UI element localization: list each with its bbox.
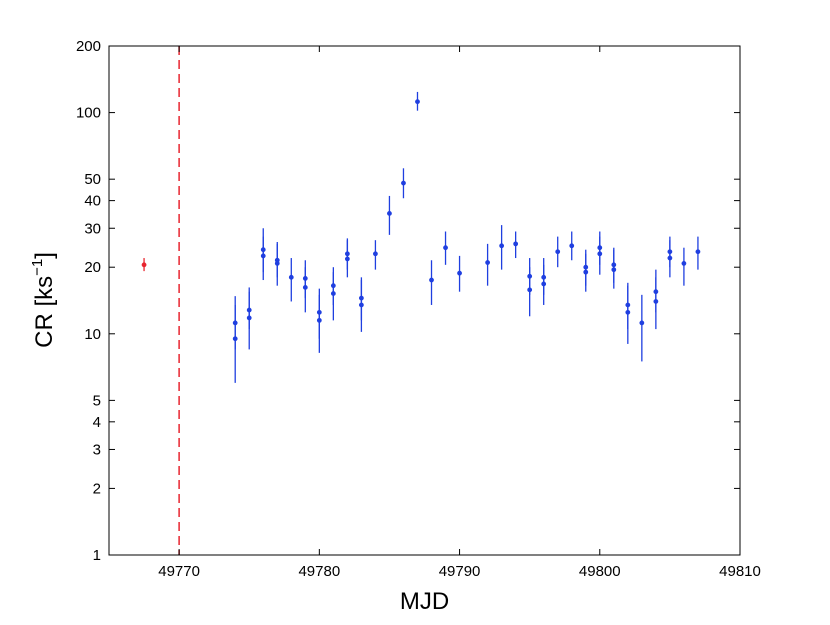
data-point xyxy=(583,264,589,270)
x-tick-label: 49770 xyxy=(158,563,200,580)
y-axis-label-exponent: −1 xyxy=(29,259,46,276)
data-point xyxy=(485,260,490,265)
data-point xyxy=(443,245,448,251)
data-point xyxy=(513,241,519,247)
data-point xyxy=(541,274,547,280)
data-point xyxy=(653,289,659,295)
data-point xyxy=(415,99,420,105)
data-point xyxy=(527,273,533,279)
data-point xyxy=(569,243,575,249)
data-point xyxy=(401,180,406,186)
data-point xyxy=(373,251,378,257)
data-point xyxy=(625,302,631,308)
x-tick-label: 49780 xyxy=(298,563,340,580)
plot-frame xyxy=(108,45,741,556)
axis-ticks: 49770 49780 49790 49800 49810 1 2 3 4 5 10 20 30 40 50… xyxy=(76,38,761,580)
data-point xyxy=(288,274,294,280)
y-tick-label: 20 xyxy=(84,259,101,276)
y-tick-label: 5 xyxy=(93,392,101,409)
y-tick-label: 3 xyxy=(93,441,101,458)
data-point xyxy=(302,276,308,281)
y-tick-label: 10 xyxy=(84,326,101,343)
x-tick-label: 49810 xyxy=(719,563,761,580)
data-point xyxy=(260,247,266,253)
data-point xyxy=(429,277,434,283)
data-point xyxy=(611,262,617,268)
y-tick-label: 200 xyxy=(76,38,101,55)
y-tick-label: 2 xyxy=(93,480,101,497)
y-tick-label: 1 xyxy=(93,547,101,564)
data-point xyxy=(457,270,462,276)
plot-marks xyxy=(141,46,701,555)
y-tick-label: 4 xyxy=(93,414,101,431)
data-point xyxy=(274,257,280,263)
data-point xyxy=(597,245,603,251)
data-point xyxy=(695,249,701,255)
data-point xyxy=(387,211,392,216)
data-point xyxy=(499,243,505,249)
y-tick-label: 30 xyxy=(84,220,101,237)
data-point xyxy=(141,262,147,268)
data-point xyxy=(639,320,645,326)
data-point xyxy=(667,249,673,255)
x-axis-label: MJD xyxy=(400,588,449,615)
data-point xyxy=(555,249,561,255)
y-tick-label: 50 xyxy=(84,171,101,188)
y-axis-label-close: ] xyxy=(31,252,58,259)
y-axis-label-main: CR [ks xyxy=(31,276,58,348)
data-point xyxy=(330,283,336,289)
data-point xyxy=(358,295,364,301)
data-point xyxy=(246,307,252,313)
y-axis-label: CR [ks−1] xyxy=(29,252,58,348)
x-tick-label: 49790 xyxy=(439,563,481,580)
x-tick-label: 49800 xyxy=(579,563,621,580)
data-point xyxy=(681,261,687,266)
y-tick-label: 100 xyxy=(76,105,101,122)
data-point xyxy=(316,309,322,315)
data-point xyxy=(232,320,238,326)
y-tick-label: 40 xyxy=(84,193,101,210)
data-point xyxy=(344,251,350,257)
